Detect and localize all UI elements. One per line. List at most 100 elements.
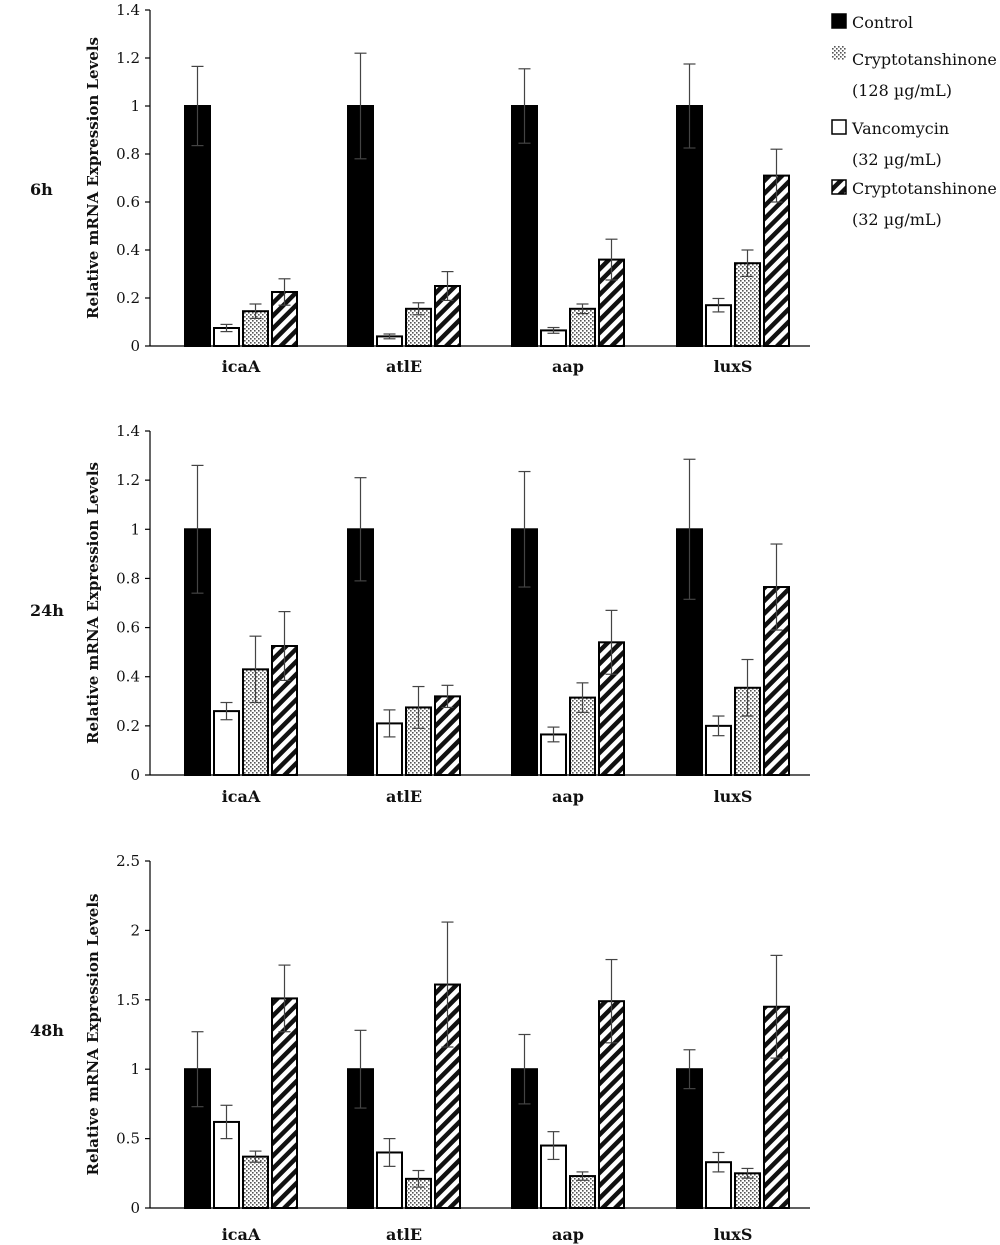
y-tick-label: 2.5: [116, 852, 140, 870]
y-tick-label: 1.2: [116, 49, 140, 67]
error-bar: [383, 1137, 396, 1167]
legend-item: Cryptotanshinone (32 µg/mL): [831, 179, 997, 229]
error-bar: [741, 1167, 754, 1179]
error-bar: [412, 685, 425, 729]
error-bar: [576, 1171, 589, 1181]
bar-dots: [734, 1172, 761, 1210]
bar-white: [213, 710, 240, 776]
legend-swatch-solid: [831, 13, 847, 29]
error-bar: [278, 278, 291, 306]
panel-label: 6h: [30, 180, 53, 199]
category-label: aap: [552, 1225, 584, 1244]
category-label: luxS: [714, 357, 753, 376]
error-bar: [770, 543, 783, 631]
y-tick-label: 1.4: [116, 422, 140, 440]
error-bar: [547, 1131, 560, 1161]
legend-label: Cryptotanshinone: [852, 50, 997, 69]
error-bar: [220, 1104, 233, 1140]
error-bar: [605, 609, 618, 675]
error-bar: [249, 1150, 262, 1163]
error-bar: [605, 238, 618, 281]
error-bar: [249, 635, 262, 704]
legend-label: Vancomycin: [851, 119, 949, 138]
error-bar: [220, 323, 233, 333]
y-tick-label: 1.4: [116, 1, 140, 19]
y-tick-label: 1: [130, 97, 140, 115]
legend-item: Cryptotanshinone (128 µg/mL): [832, 46, 997, 100]
y-tick-label: 0.5: [116, 1130, 140, 1148]
error-bar: [249, 303, 262, 319]
bar-solid: [676, 1068, 703, 1209]
error-bar: [191, 65, 204, 147]
error-bar: [278, 610, 291, 682]
panel-label: 48h: [30, 1021, 64, 1040]
error-bar: [712, 715, 725, 737]
y-tick-label: 0: [130, 766, 140, 784]
y-tick-label: 0.4: [116, 241, 140, 259]
bar-hatch: [763, 174, 790, 347]
panel-label: 24h: [30, 601, 64, 620]
bar-dots: [569, 307, 596, 347]
legend-label: Cryptotanshinone: [852, 179, 997, 198]
y-tick-label: 0: [130, 337, 140, 355]
error-bar: [441, 921, 454, 1048]
bar-hatch: [271, 645, 298, 776]
error-bar: [518, 470, 531, 588]
error-bar: [547, 726, 560, 743]
error-bar: [441, 271, 454, 301]
bar-hatch: [271, 291, 298, 347]
category-label: atlE: [386, 787, 422, 806]
legend-label: (128 µg/mL): [852, 81, 952, 100]
legend-swatch-dots: [832, 46, 846, 60]
y-tick-label: 0: [130, 1199, 140, 1217]
error-bar: [383, 333, 396, 340]
legend-label: Control: [852, 13, 913, 32]
bar-dots: [242, 1155, 269, 1210]
y-tick-label: 1.5: [116, 991, 140, 1009]
legend-swatch-white: [831, 119, 847, 135]
legend-label: (32 µg/mL): [852, 150, 942, 169]
category-label: luxS: [714, 787, 753, 806]
y-tick-label: 0.4: [116, 668, 140, 686]
error-bar: [770, 148, 783, 203]
bar-dots: [569, 1175, 596, 1210]
error-bar: [712, 297, 725, 313]
y-tick-label: 0.8: [116, 569, 140, 587]
chart-panel-48h: 48h Relative mRNA Expression Levels 0 0.5 1 1…: [30, 852, 810, 1244]
y-tick-label: 2: [130, 921, 140, 939]
bar-dots: [734, 686, 761, 776]
error-bar: [354, 1029, 367, 1109]
category-label: luxS: [714, 1225, 753, 1244]
legend-swatch-hatch: [831, 179, 847, 195]
bar-hatch: [434, 695, 461, 776]
error-bar: [412, 1169, 425, 1188]
y-axis-label: Relative mRNA Expression Levels: [84, 37, 102, 319]
y-axis-label: Relative mRNA Expression Levels: [84, 462, 102, 744]
error-bar: [354, 52, 367, 160]
y-tick-label: 0.6: [116, 193, 140, 211]
error-bar: [220, 701, 233, 721]
error-bar: [741, 249, 754, 277]
legend: Control Cryptotanshinone (128 µg/mL) Vancom…: [831, 13, 997, 229]
category-label: aap: [552, 787, 584, 806]
chart-panel-6h: 6h Relative mRNA Expression Levels 0 0.2 0.4…: [30, 1, 810, 376]
error-bar: [518, 68, 531, 144]
error-bar: [383, 709, 396, 738]
error-bar: [683, 63, 696, 149]
y-tick-label: 1: [130, 520, 140, 538]
y-tick-label: 0.2: [116, 289, 140, 307]
chart-panel-24h: 24h Relative mRNA Expression Levels 0 0.2 0.…: [30, 422, 810, 806]
y-tick-label: 0.6: [116, 619, 140, 637]
category-label: aap: [552, 357, 584, 376]
error-bar: [547, 326, 560, 334]
error-bar: [518, 1033, 531, 1105]
bar-white: [376, 722, 403, 777]
legend-item: Vancomycin (32 µg/mL): [831, 119, 949, 169]
error-bar: [683, 458, 696, 600]
legend-label: (32 µg/mL): [852, 210, 942, 229]
error-bar: [576, 303, 589, 315]
category-label: icaA: [222, 1225, 261, 1244]
error-bar: [770, 954, 783, 1059]
y-axis-label: Relative mRNA Expression Levels: [84, 894, 102, 1176]
